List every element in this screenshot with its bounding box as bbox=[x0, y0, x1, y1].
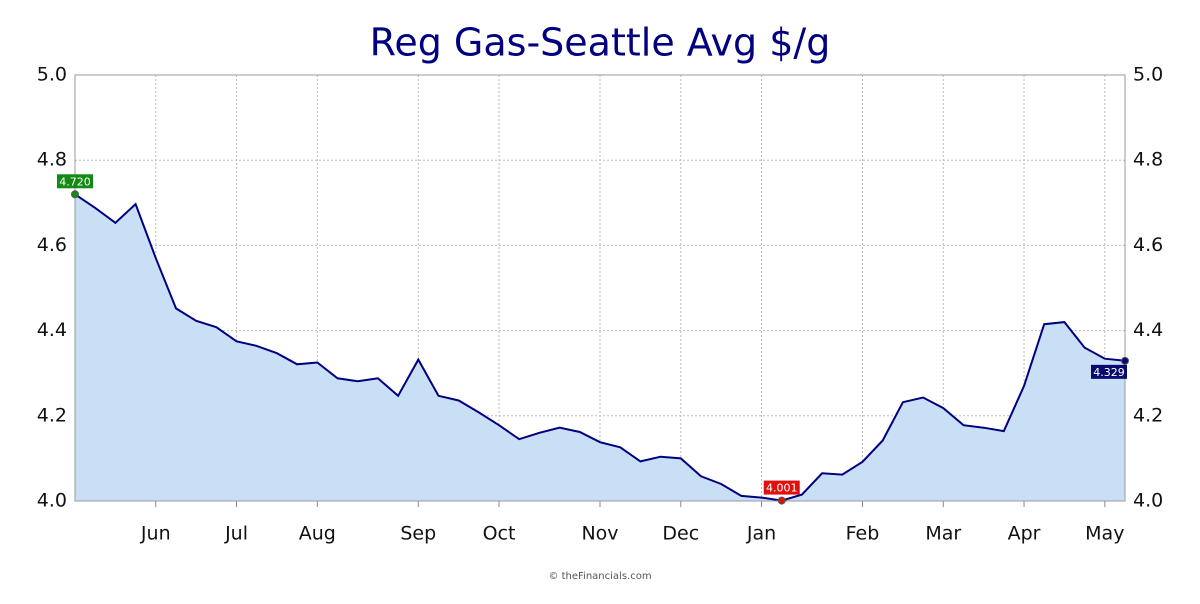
x-tick-label: Jul bbox=[224, 523, 248, 545]
x-tick-label: Dec bbox=[662, 523, 699, 545]
y-tick-label-right: 5.0 bbox=[1133, 64, 1163, 86]
data-label: 4.001 bbox=[766, 482, 798, 495]
area bbox=[75, 194, 1125, 502]
point bbox=[71, 190, 79, 199]
label-box bbox=[1091, 364, 1127, 379]
data-label: 4.329 bbox=[1093, 366, 1125, 379]
x-tick-label: Apr bbox=[1008, 523, 1041, 545]
y-tick-label-right: 4.4 bbox=[1133, 319, 1163, 341]
x-tick-label: May bbox=[1085, 523, 1124, 545]
x-tick-label: Sep bbox=[400, 523, 436, 545]
y-tick-label: 5.0 bbox=[37, 64, 67, 86]
point bbox=[777, 496, 786, 505]
y-tick-label: 4.8 bbox=[37, 149, 67, 171]
x-tick-label: Feb bbox=[846, 523, 880, 545]
data-label: 4.720 bbox=[59, 175, 91, 188]
label-box bbox=[763, 480, 800, 495]
point bbox=[1121, 356, 1129, 365]
x-tick-label: Jun bbox=[140, 523, 171, 545]
source: © theFinancials.com bbox=[548, 571, 651, 582]
y-tick-label-right: 4.2 bbox=[1133, 404, 1163, 426]
y-tick-label: 4.4 bbox=[37, 319, 67, 341]
x-tick-label: Jan bbox=[746, 523, 776, 545]
y-tick-label: 4.2 bbox=[37, 404, 67, 426]
chart-title: Reg Gas-Seattle Avg $/g bbox=[370, 21, 831, 65]
label-box bbox=[57, 174, 93, 189]
x-tick-label: Mar bbox=[925, 523, 961, 545]
x-tick-label: Oct bbox=[483, 523, 516, 545]
x-tick-label: Nov bbox=[581, 523, 618, 545]
y-tick-label: 4.6 bbox=[37, 234, 67, 256]
y-tick-label-right: 4.6 bbox=[1133, 234, 1163, 256]
x-tick-label: Aug bbox=[299, 523, 336, 545]
y-tick-label-right: 4.0 bbox=[1133, 490, 1163, 512]
plot-border bbox=[74, 74, 1126, 502]
y-tick-label: 4.0 bbox=[37, 490, 67, 512]
y-tick-label-right: 4.8 bbox=[1133, 149, 1163, 171]
line bbox=[74, 193, 1126, 502]
